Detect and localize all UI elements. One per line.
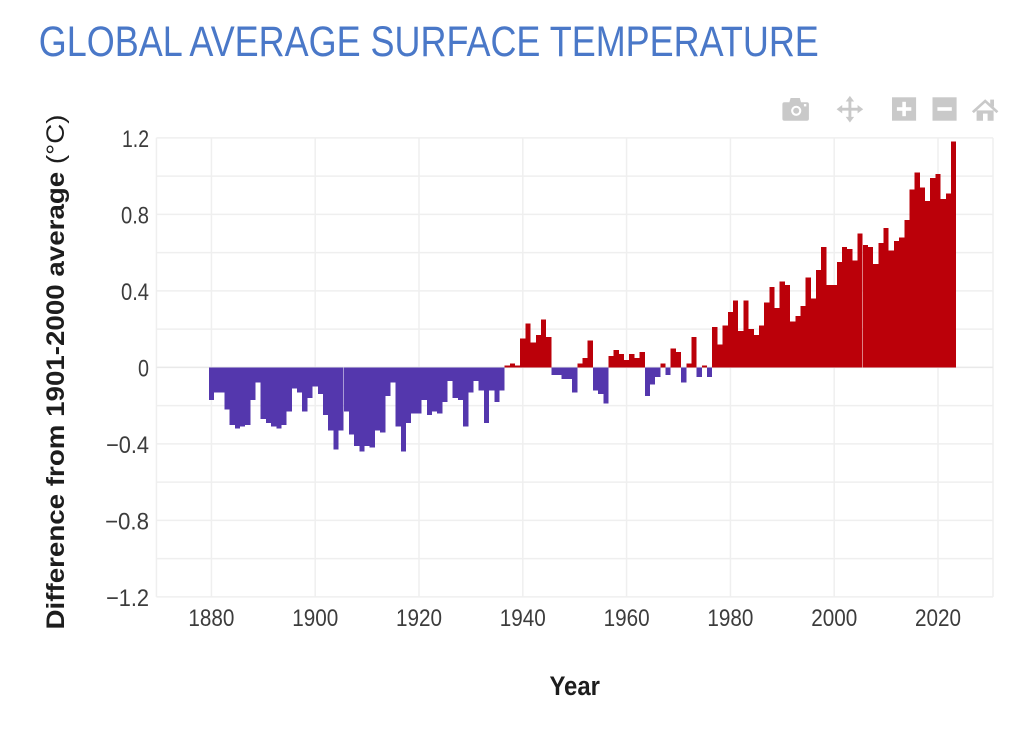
svg-text:−1.2: −1.2: [106, 585, 149, 612]
svg-text:0: 0: [138, 356, 149, 383]
svg-text:1980: 1980: [707, 605, 753, 632]
svg-text:Year: Year: [549, 671, 600, 701]
svg-text:Difference from 1901-2000 aver: Difference from 1901-2000 average (°C): [42, 115, 70, 630]
svg-text:2000: 2000: [811, 605, 857, 632]
svg-text:−0.8: −0.8: [105, 509, 149, 536]
svg-text:−0.4: −0.4: [106, 432, 149, 459]
svg-text:1880: 1880: [188, 605, 234, 632]
svg-text:1.2: 1.2: [122, 126, 149, 153]
svg-text:GLOBAL AVERAGE SURFACE TEMPERA: GLOBAL AVERAGE SURFACE TEMPERATURE: [39, 18, 819, 66]
svg-text:1960: 1960: [604, 605, 650, 632]
svg-text:1920: 1920: [396, 605, 442, 632]
svg-text:0.8: 0.8: [121, 203, 149, 230]
svg-text:0.4: 0.4: [121, 279, 149, 306]
svg-text:2020: 2020: [915, 605, 961, 632]
svg-text:1940: 1940: [500, 605, 546, 632]
svg-text:1900: 1900: [292, 605, 338, 632]
